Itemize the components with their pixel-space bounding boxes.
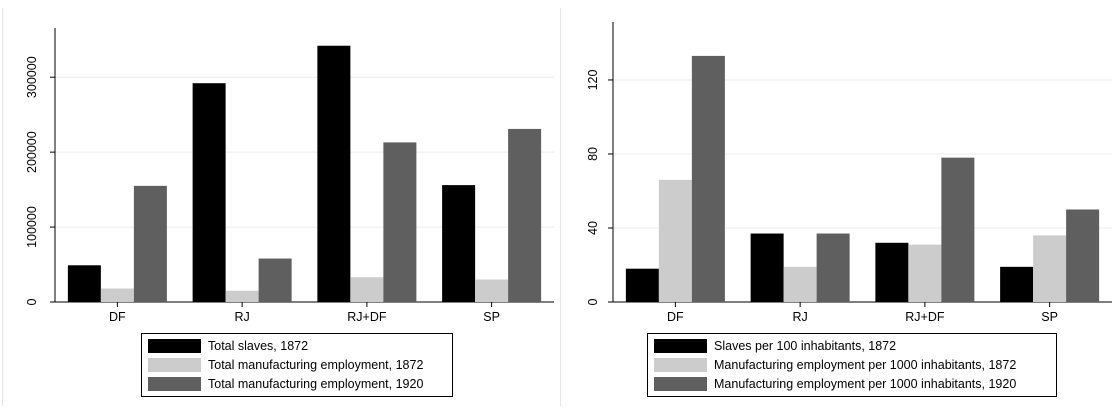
bar [908, 244, 942, 302]
legend-right: Slaves per 100 inhabitants, 1872 Manufact… [647, 333, 1057, 397]
bar [67, 265, 101, 302]
legend-item: Manufacturing employment per 1000 inhabi… [654, 356, 1016, 373]
y-tick-label: 200000 [25, 131, 39, 173]
legend-swatch [148, 338, 201, 353]
bar [941, 157, 975, 302]
legend-label: Manufacturing employment per 1000 inhabi… [714, 376, 1017, 391]
bar [816, 233, 850, 302]
bar [1000, 266, 1034, 302]
legend-label: Total manufacturing employment, 1920 [208, 376, 424, 391]
y-tick-label: 80 [586, 147, 600, 161]
bar [133, 185, 167, 302]
bar [625, 268, 659, 302]
bar [1066, 209, 1100, 302]
bar [691, 55, 725, 303]
bar [750, 233, 784, 302]
legend-item: Total manufacturing employment, 1920 [148, 375, 423, 392]
x-tick-label: SP [483, 310, 500, 324]
legend-label: Slaves per 100 inhabitants, 1872 [714, 338, 897, 353]
x-tick-label: RJ+DF [347, 310, 387, 324]
chart-svg-left: 0 100000 200000 300000 DF RJ RJ+DF SP [25, 28, 554, 324]
legend-label: Manufacturing employment per 1000 inhabi… [714, 357, 1017, 372]
bar [383, 142, 417, 302]
legend-swatch [148, 376, 201, 391]
bar [258, 258, 292, 302]
legend-swatch [654, 357, 707, 372]
bar [442, 185, 476, 302]
x-tick-label: DF [109, 310, 126, 324]
y-tick-label: 0 [25, 298, 39, 305]
bar [192, 83, 226, 303]
y-tick-label: 0 [586, 298, 600, 305]
legend-swatch [654, 376, 707, 391]
bar [350, 277, 384, 302]
bar [225, 290, 259, 302]
legend-item: Total slaves, 1872 [148, 337, 308, 354]
chart-svg-right: 0 40 80 120 DF RJ RJ+DF SP [586, 22, 1112, 324]
legend-item: Slaves per 100 inhabitants, 1872 [654, 337, 896, 354]
x-tick-label: RJ [234, 310, 249, 324]
chart-panel-right: 0 40 80 120 DF RJ RJ+DF SP Slaves per 100 inhab… [560, 8, 1113, 406]
legend-item: Manufacturing employment per 1000 inhabi… [654, 375, 1016, 392]
bar [317, 45, 351, 302]
chart-panel-left: 0 100000 200000 300000 DF RJ RJ+DF SP Total sla… [2, 8, 556, 406]
x-tick-label: DF [667, 310, 684, 324]
bar [508, 128, 542, 302]
x-tick-label: RJ [792, 310, 807, 324]
legend-swatch [654, 338, 707, 353]
y-tick-label: 100000 [25, 206, 39, 248]
x-tick-label: RJ+DF [905, 310, 945, 324]
x-tick-label: SP [1041, 310, 1058, 324]
legend-left: Total slaves, 1872 Total manufacturing em… [141, 333, 453, 397]
bar [1033, 235, 1067, 302]
bar [875, 242, 909, 302]
legend-item: Total manufacturing employment, 1872 [148, 356, 423, 373]
legend-swatch [148, 357, 201, 372]
y-tick-label: 300000 [25, 56, 39, 98]
legend-label: Total manufacturing employment, 1872 [208, 357, 424, 372]
y-tick-label: 40 [586, 221, 600, 235]
y-tick-label: 120 [586, 69, 600, 90]
bar [783, 266, 817, 302]
legend-label: Total slaves, 1872 [208, 338, 309, 353]
bar [100, 288, 134, 302]
bar [475, 279, 509, 302]
bar [658, 179, 692, 302]
